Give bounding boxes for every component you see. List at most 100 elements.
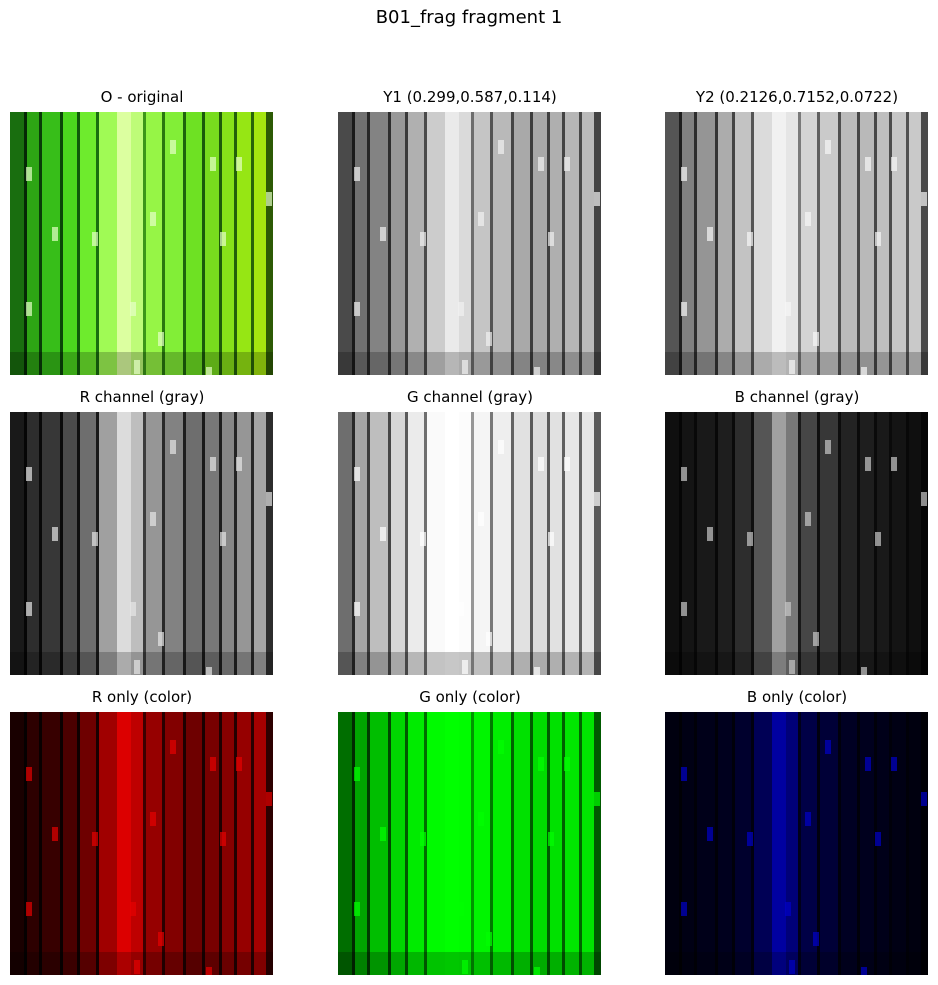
image-speck: [805, 812, 811, 826]
image-speck: [875, 832, 881, 846]
image-stripe: [205, 112, 220, 375]
image-stripe: [490, 112, 494, 375]
image-stripe: [234, 412, 238, 675]
image-stripe: [42, 412, 61, 675]
image-stripe: [99, 412, 118, 675]
image-stripe: [838, 412, 842, 675]
image-stripe: [562, 112, 566, 375]
image-stripe: [565, 112, 580, 375]
image-speck: [707, 527, 713, 541]
image-stripe: [408, 412, 425, 675]
image-stripe: [732, 412, 736, 675]
image-speck: [26, 167, 32, 181]
image-stripe: [165, 112, 184, 375]
image-stripe: [718, 712, 733, 975]
image-speck: [564, 157, 570, 171]
image-speck: [134, 360, 140, 374]
image-stripe: [562, 712, 566, 975]
image-speck: [825, 740, 831, 754]
image-stripe: [117, 412, 132, 675]
image-stripe: [665, 412, 680, 675]
image-shadow: [665, 652, 928, 675]
image-stripe: [697, 112, 716, 375]
image-stripe: [63, 712, 78, 975]
image-speck: [26, 302, 32, 316]
image-stripe: [266, 712, 271, 975]
image-speck: [825, 140, 831, 154]
image-stripe: [445, 112, 460, 375]
image-stripe: [370, 412, 389, 675]
image-stripe: [367, 712, 371, 975]
image-stripe: [550, 412, 563, 675]
image-stripe: [186, 112, 203, 375]
image-stripe: [679, 412, 683, 675]
image-stripe: [77, 712, 81, 975]
image-speck: [478, 212, 484, 226]
image-speck: [354, 902, 360, 916]
image-stripe: [77, 112, 81, 375]
image-speck: [478, 512, 484, 526]
image-stripe: [237, 412, 252, 675]
image-speck: [26, 467, 32, 481]
image-stripe: [841, 112, 858, 375]
image-stripe: [427, 112, 446, 375]
image-stripe: [471, 412, 475, 675]
image-stripe: [514, 112, 531, 375]
image-speck: [266, 492, 272, 506]
image-stripe: [24, 112, 28, 375]
image-speck: [458, 302, 464, 316]
image-stripe: [63, 112, 78, 375]
image-stripe: [131, 712, 144, 975]
image-stripe: [146, 112, 163, 375]
image-stripe: [10, 112, 25, 375]
image-stripe: [493, 112, 512, 375]
image-b-only-color: [665, 712, 928, 975]
image-speck: [52, 227, 58, 241]
image-speck: [236, 757, 242, 771]
image-stripe: [162, 412, 166, 675]
panel-title-g-gray: G channel (gray): [407, 388, 533, 406]
image-speck: [865, 457, 871, 471]
image-stripe: [42, 712, 61, 975]
image-stripe: [42, 112, 61, 375]
image-speck: [789, 660, 795, 674]
image-stripe: [715, 712, 719, 975]
image-stripe: [732, 112, 736, 375]
image-stripe: [60, 712, 64, 975]
image-speck: [681, 467, 687, 481]
image-stripe: [877, 412, 890, 675]
image-stripe: [694, 412, 698, 675]
image-stripe: [39, 112, 43, 375]
image-stripe: [251, 412, 255, 675]
image-stripe: [202, 712, 206, 975]
image-stripe: [772, 112, 787, 375]
image-stripe: [530, 712, 534, 975]
image-stripe: [694, 712, 698, 975]
image-speck: [875, 232, 881, 246]
image-stripe: [352, 712, 356, 975]
image-stripe: [388, 712, 392, 975]
image-speck: [420, 832, 426, 846]
image-stripe: [530, 112, 534, 375]
image-stripe: [338, 712, 353, 975]
image-stripe: [183, 112, 187, 375]
image-speck: [354, 602, 360, 616]
image-original: [10, 112, 273, 375]
image-stripe: [718, 412, 733, 675]
image-speck: [380, 227, 386, 241]
image-stripe: [921, 412, 926, 675]
image-stripe: [338, 412, 353, 675]
image-stripe: [408, 112, 425, 375]
image-stripe: [682, 412, 695, 675]
image-speck: [220, 532, 226, 546]
image-speck: [170, 440, 176, 454]
image-speck: [420, 232, 426, 246]
image-stripe: [234, 112, 238, 375]
image-stripe: [355, 712, 368, 975]
image-speck: [92, 532, 98, 546]
image-stripe: [579, 712, 583, 975]
image-speck: [681, 902, 687, 916]
image-stripe: [370, 712, 389, 975]
image-speck: [861, 667, 867, 675]
image-speck: [236, 457, 242, 471]
